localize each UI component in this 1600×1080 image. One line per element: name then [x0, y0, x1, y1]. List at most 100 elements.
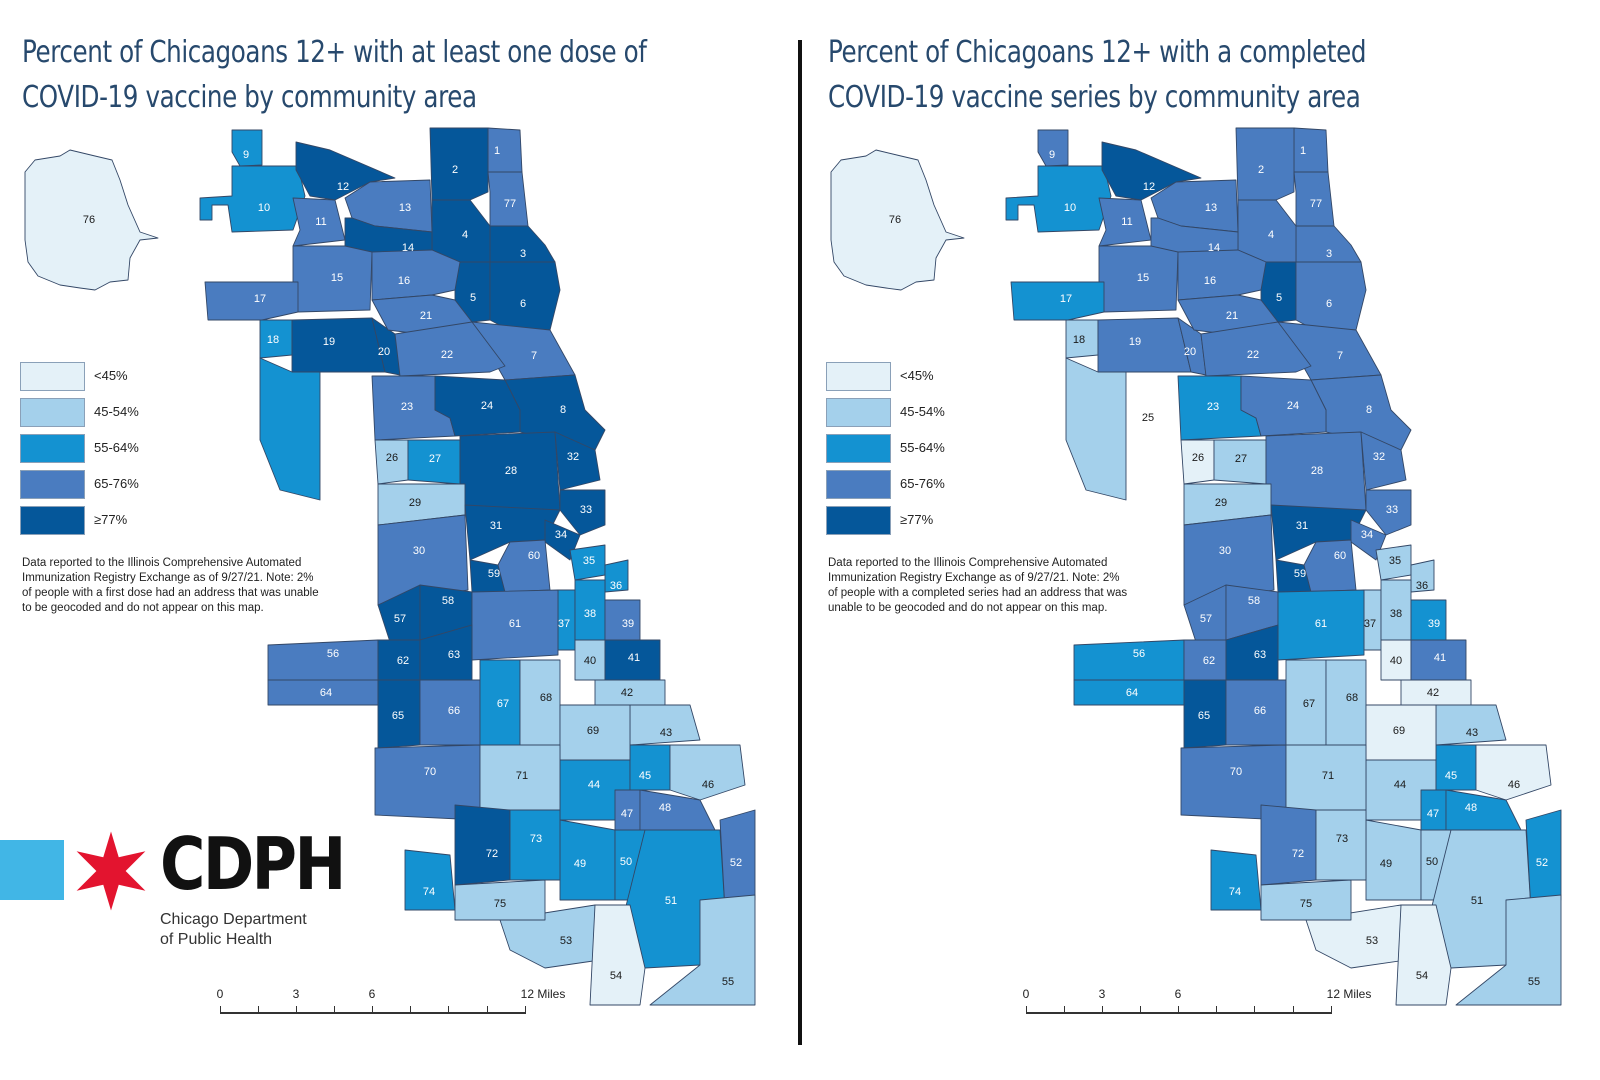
community-area-label-2: 2: [1258, 164, 1264, 176]
community-area-label-68: 68: [1346, 692, 1358, 704]
community-area-label-2: 2: [452, 164, 458, 176]
community-area-label-76: 76: [889, 214, 901, 226]
community-area-label-20: 20: [378, 346, 390, 358]
community-area-label-13: 13: [399, 202, 411, 214]
community-area-30: [377, 514, 469, 606]
community-area-label-23: 23: [401, 401, 413, 413]
legend-swatch: [20, 506, 85, 535]
community-area-label-46: 46: [702, 779, 714, 791]
community-area-label-63: 63: [448, 649, 460, 661]
community-area-label-55: 55: [1528, 976, 1540, 988]
community-area-label-69: 69: [587, 725, 599, 737]
community-area-54: [1395, 904, 1452, 1006]
community-area-label-28: 28: [505, 465, 517, 477]
logo-subtitle-line-2: of Public Health: [160, 931, 273, 948]
community-area-label-36: 36: [1416, 580, 1428, 592]
community-area-label-36: 36: [610, 580, 622, 592]
community-area-label-53: 53: [1366, 935, 1378, 947]
community-area-label-1: 1: [1300, 145, 1306, 157]
community-area-label-1: 1: [494, 145, 500, 157]
community-area-75: [454, 879, 546, 921]
community-area-54: [589, 904, 646, 1006]
community-area-5: [1260, 261, 1297, 323]
community-area-label-37: 37: [558, 618, 570, 630]
scale-label: 12 Miles: [1326, 987, 1372, 1001]
community-area-label-45: 45: [1445, 770, 1457, 782]
community-area-label-24: 24: [481, 400, 493, 412]
legend-label: 55-64%: [94, 440, 139, 455]
community-area-label-21: 21: [420, 310, 432, 322]
community-area-label-30: 30: [413, 545, 425, 557]
community-area-11: [292, 197, 346, 247]
community-area-label-16: 16: [1204, 275, 1216, 287]
community-area-60: [1303, 539, 1357, 593]
community-area-56: [267, 639, 379, 681]
community-area-label-59: 59: [1294, 568, 1306, 580]
community-area-label-70: 70: [424, 766, 436, 778]
community-area-label-7: 7: [531, 350, 537, 362]
scale-tick: [1102, 1006, 1103, 1014]
community-area-label-64: 64: [1126, 687, 1138, 699]
legend-label: 45-54%: [900, 404, 945, 419]
community-area-53: [1305, 904, 1407, 969]
community-area-label-38: 38: [1390, 608, 1402, 620]
scale-label: 3: [1098, 987, 1106, 1001]
map-title-line-2: COVID-19 vaccine series by community are…: [828, 80, 1361, 115]
scale-tick: [525, 1006, 526, 1014]
community-area-11: [1098, 197, 1152, 247]
community-area-45: [1435, 744, 1477, 791]
community-area-24: [1240, 375, 1327, 437]
community-area-12: [295, 141, 396, 201]
community-area-label-23: 23: [1207, 401, 1219, 413]
community-area-label-39: 39: [1428, 618, 1440, 630]
community-area-label-18: 18: [267, 334, 279, 346]
community-area-label-53: 53: [560, 935, 572, 947]
community-area-label-4: 4: [1268, 229, 1274, 241]
scale-tick: [1331, 1006, 1332, 1014]
community-area-60: [497, 539, 551, 593]
scale-label: 0: [1022, 987, 1030, 1001]
community-area-label-10: 10: [1064, 202, 1076, 214]
community-area-label-44: 44: [1394, 779, 1406, 791]
community-area-label-29: 29: [409, 497, 421, 509]
community-area-label-74: 74: [423, 886, 435, 898]
legend-label: ≥77%: [900, 512, 934, 527]
scale-tick: [1026, 1006, 1027, 1014]
community-area-72: [1260, 804, 1317, 886]
community-area-45: [629, 744, 671, 791]
legend-label: <45%: [94, 368, 128, 383]
community-area-label-66: 66: [448, 705, 460, 717]
community-area-label-46: 46: [1508, 779, 1520, 791]
community-area-label-5: 5: [1276, 292, 1282, 304]
community-area-label-34: 34: [555, 529, 567, 541]
community-area-2: [1235, 127, 1295, 209]
community-area-label-32: 32: [1373, 451, 1385, 463]
community-area-label-6: 6: [1326, 298, 1332, 310]
community-area-label-60: 60: [1334, 550, 1346, 562]
community-area-label-3: 3: [1326, 248, 1332, 260]
community-area-label-59: 59: [488, 568, 500, 580]
legend-swatch: [20, 398, 85, 427]
community-area-label-4: 4: [462, 229, 468, 241]
legend-swatch: [826, 362, 891, 391]
community-area-label-12: 12: [1143, 181, 1155, 193]
community-area-label-28: 28: [1311, 465, 1323, 477]
community-area-label-15: 15: [1137, 272, 1149, 284]
community-area-label-43: 43: [1466, 727, 1478, 739]
community-area-label-25: 25: [1142, 412, 1154, 424]
legend-label: <45%: [900, 368, 934, 383]
community-area-9: [1037, 129, 1069, 167]
community-area-label-19: 19: [1129, 336, 1141, 348]
community-area-16: [1177, 249, 1267, 301]
legend-swatch: [826, 506, 891, 535]
community-area-19: [291, 317, 386, 373]
community-area-label-65: 65: [1198, 710, 1210, 722]
community-area-69: [559, 704, 631, 761]
community-area-label-75: 75: [1300, 898, 1312, 910]
logo-subtitle: Chicago Department of Public Health: [160, 910, 307, 950]
community-area-label-40: 40: [1390, 655, 1402, 667]
legend-swatch: [826, 470, 891, 499]
community-area-label-34: 34: [1361, 529, 1373, 541]
community-area-49: [1365, 819, 1422, 901]
